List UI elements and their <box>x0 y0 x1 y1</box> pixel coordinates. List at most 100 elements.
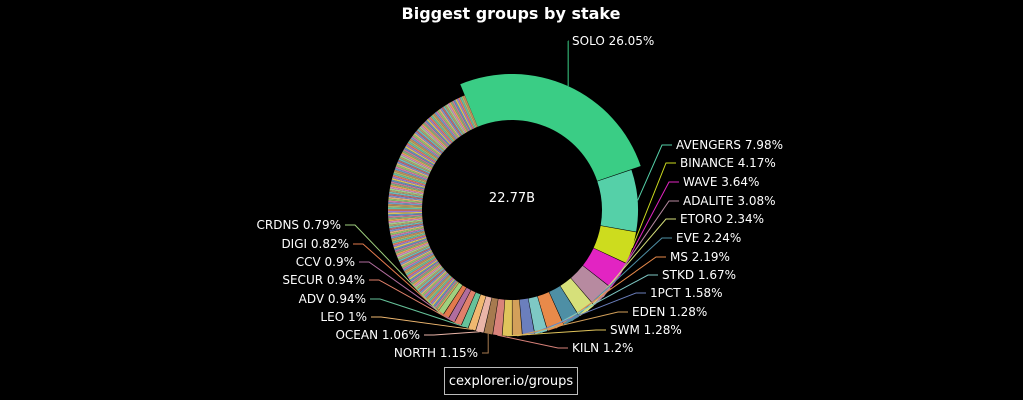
slice-stkd[interactable] <box>528 296 548 334</box>
slice-other[interactable] <box>458 97 475 129</box>
slice-other[interactable] <box>400 153 432 171</box>
slice-ms[interactable] <box>537 292 564 331</box>
slice-other[interactable] <box>401 251 433 269</box>
slice-other[interactable] <box>388 207 423 210</box>
slice-other[interactable] <box>420 124 447 150</box>
slice-other[interactable] <box>455 99 472 131</box>
source-link[interactable]: cexplorer.io/groups <box>444 367 578 395</box>
slice-other[interactable] <box>397 159 430 175</box>
slice-other[interactable] <box>417 128 444 153</box>
slice-other[interactable] <box>392 176 426 187</box>
slice-other[interactable] <box>426 118 452 145</box>
slice-other[interactable] <box>411 262 440 285</box>
slice-other[interactable] <box>398 158 431 174</box>
slice-other[interactable] <box>419 126 446 151</box>
slice-other[interactable] <box>408 259 438 281</box>
slice-other[interactable] <box>401 151 433 169</box>
slice-other[interactable] <box>418 268 445 293</box>
slice-other[interactable] <box>392 174 426 186</box>
slice-other[interactable] <box>394 238 427 251</box>
slice-other[interactable] <box>395 166 428 180</box>
slice-other[interactable] <box>388 195 423 201</box>
slice-other[interactable] <box>418 127 445 152</box>
slice-other[interactable] <box>396 242 429 257</box>
slice-other[interactable] <box>431 114 455 142</box>
slice-other[interactable] <box>449 102 468 133</box>
slice-other[interactable] <box>421 271 448 297</box>
slice-other[interactable] <box>396 163 429 178</box>
slice-other[interactable] <box>433 279 456 307</box>
slice-other[interactable] <box>388 205 423 209</box>
slice-eve[interactable] <box>549 286 580 325</box>
slice-other[interactable] <box>393 236 427 249</box>
slice-other[interactable] <box>389 222 423 229</box>
slice-other[interactable] <box>388 219 423 225</box>
slice-other[interactable] <box>389 225 424 234</box>
slice-other[interactable] <box>436 281 458 310</box>
slice-other[interactable] <box>407 258 438 279</box>
slice-other[interactable] <box>394 169 427 182</box>
slice-ccv[interactable] <box>448 287 471 322</box>
slice-other[interactable] <box>417 267 444 292</box>
slice-other[interactable] <box>405 144 436 164</box>
slice-other[interactable] <box>404 145 435 165</box>
slice-secur[interactable] <box>454 290 476 326</box>
slice-other[interactable] <box>390 184 424 193</box>
slice-other[interactable] <box>394 239 428 253</box>
slice-other[interactable] <box>399 247 431 264</box>
slice-other[interactable] <box>421 123 448 149</box>
slice-other[interactable] <box>406 142 437 163</box>
slice-other[interactable] <box>389 191 423 198</box>
slice-other[interactable] <box>390 228 425 237</box>
slice-other[interactable] <box>452 100 470 132</box>
slice-other[interactable] <box>388 213 423 217</box>
slice-other[interactable] <box>427 117 452 144</box>
slice-other[interactable] <box>392 234 426 246</box>
slice-other[interactable] <box>387 209 423 211</box>
slice-other[interactable] <box>388 220 423 227</box>
slice-solo[interactable] <box>460 74 641 181</box>
slice-other[interactable] <box>400 248 432 265</box>
slice-other[interactable] <box>435 110 458 139</box>
slice-adv[interactable] <box>461 292 481 329</box>
slice-swm[interactable] <box>502 299 512 336</box>
slice-other[interactable] <box>388 210 423 213</box>
slice-other[interactable] <box>402 252 434 270</box>
slice-other[interactable] <box>437 109 459 139</box>
slice-other[interactable] <box>425 274 451 301</box>
slice-other[interactable] <box>420 270 447 296</box>
slice-other[interactable] <box>400 249 432 267</box>
slice-other[interactable] <box>409 138 439 160</box>
slice-other[interactable] <box>414 265 443 289</box>
slice-other[interactable] <box>397 161 430 176</box>
slice-other[interactable] <box>395 240 428 254</box>
slice-other[interactable] <box>389 189 424 197</box>
slice-other[interactable] <box>409 260 439 282</box>
slice-other[interactable] <box>388 215 423 220</box>
slice-other[interactable] <box>388 214 423 218</box>
slice-other[interactable] <box>433 113 456 141</box>
slice-leo[interactable] <box>468 294 486 331</box>
slice-other[interactable] <box>389 223 424 231</box>
slice-other[interactable] <box>393 235 427 248</box>
slice-other[interactable] <box>415 266 444 290</box>
slice-other[interactable] <box>408 139 438 161</box>
slice-other[interactable] <box>430 277 454 305</box>
slice-other[interactable] <box>399 156 431 173</box>
slice-other[interactable] <box>413 132 442 156</box>
slice-other[interactable] <box>388 196 423 202</box>
slice-other[interactable] <box>390 229 425 239</box>
slice-other[interactable] <box>388 211 423 215</box>
slice-other[interactable] <box>397 245 430 261</box>
slice-other[interactable] <box>393 172 427 185</box>
slice-other[interactable] <box>413 264 442 288</box>
slice-other[interactable] <box>390 227 424 236</box>
slice-other[interactable] <box>411 135 440 158</box>
slice-other[interactable] <box>410 261 440 283</box>
slice-other[interactable] <box>426 275 452 302</box>
slice-other[interactable] <box>389 188 424 196</box>
slice-other[interactable] <box>400 155 432 172</box>
slice-other[interactable] <box>388 193 423 200</box>
slice-other[interactable] <box>434 112 457 140</box>
slice-other[interactable] <box>427 276 452 303</box>
